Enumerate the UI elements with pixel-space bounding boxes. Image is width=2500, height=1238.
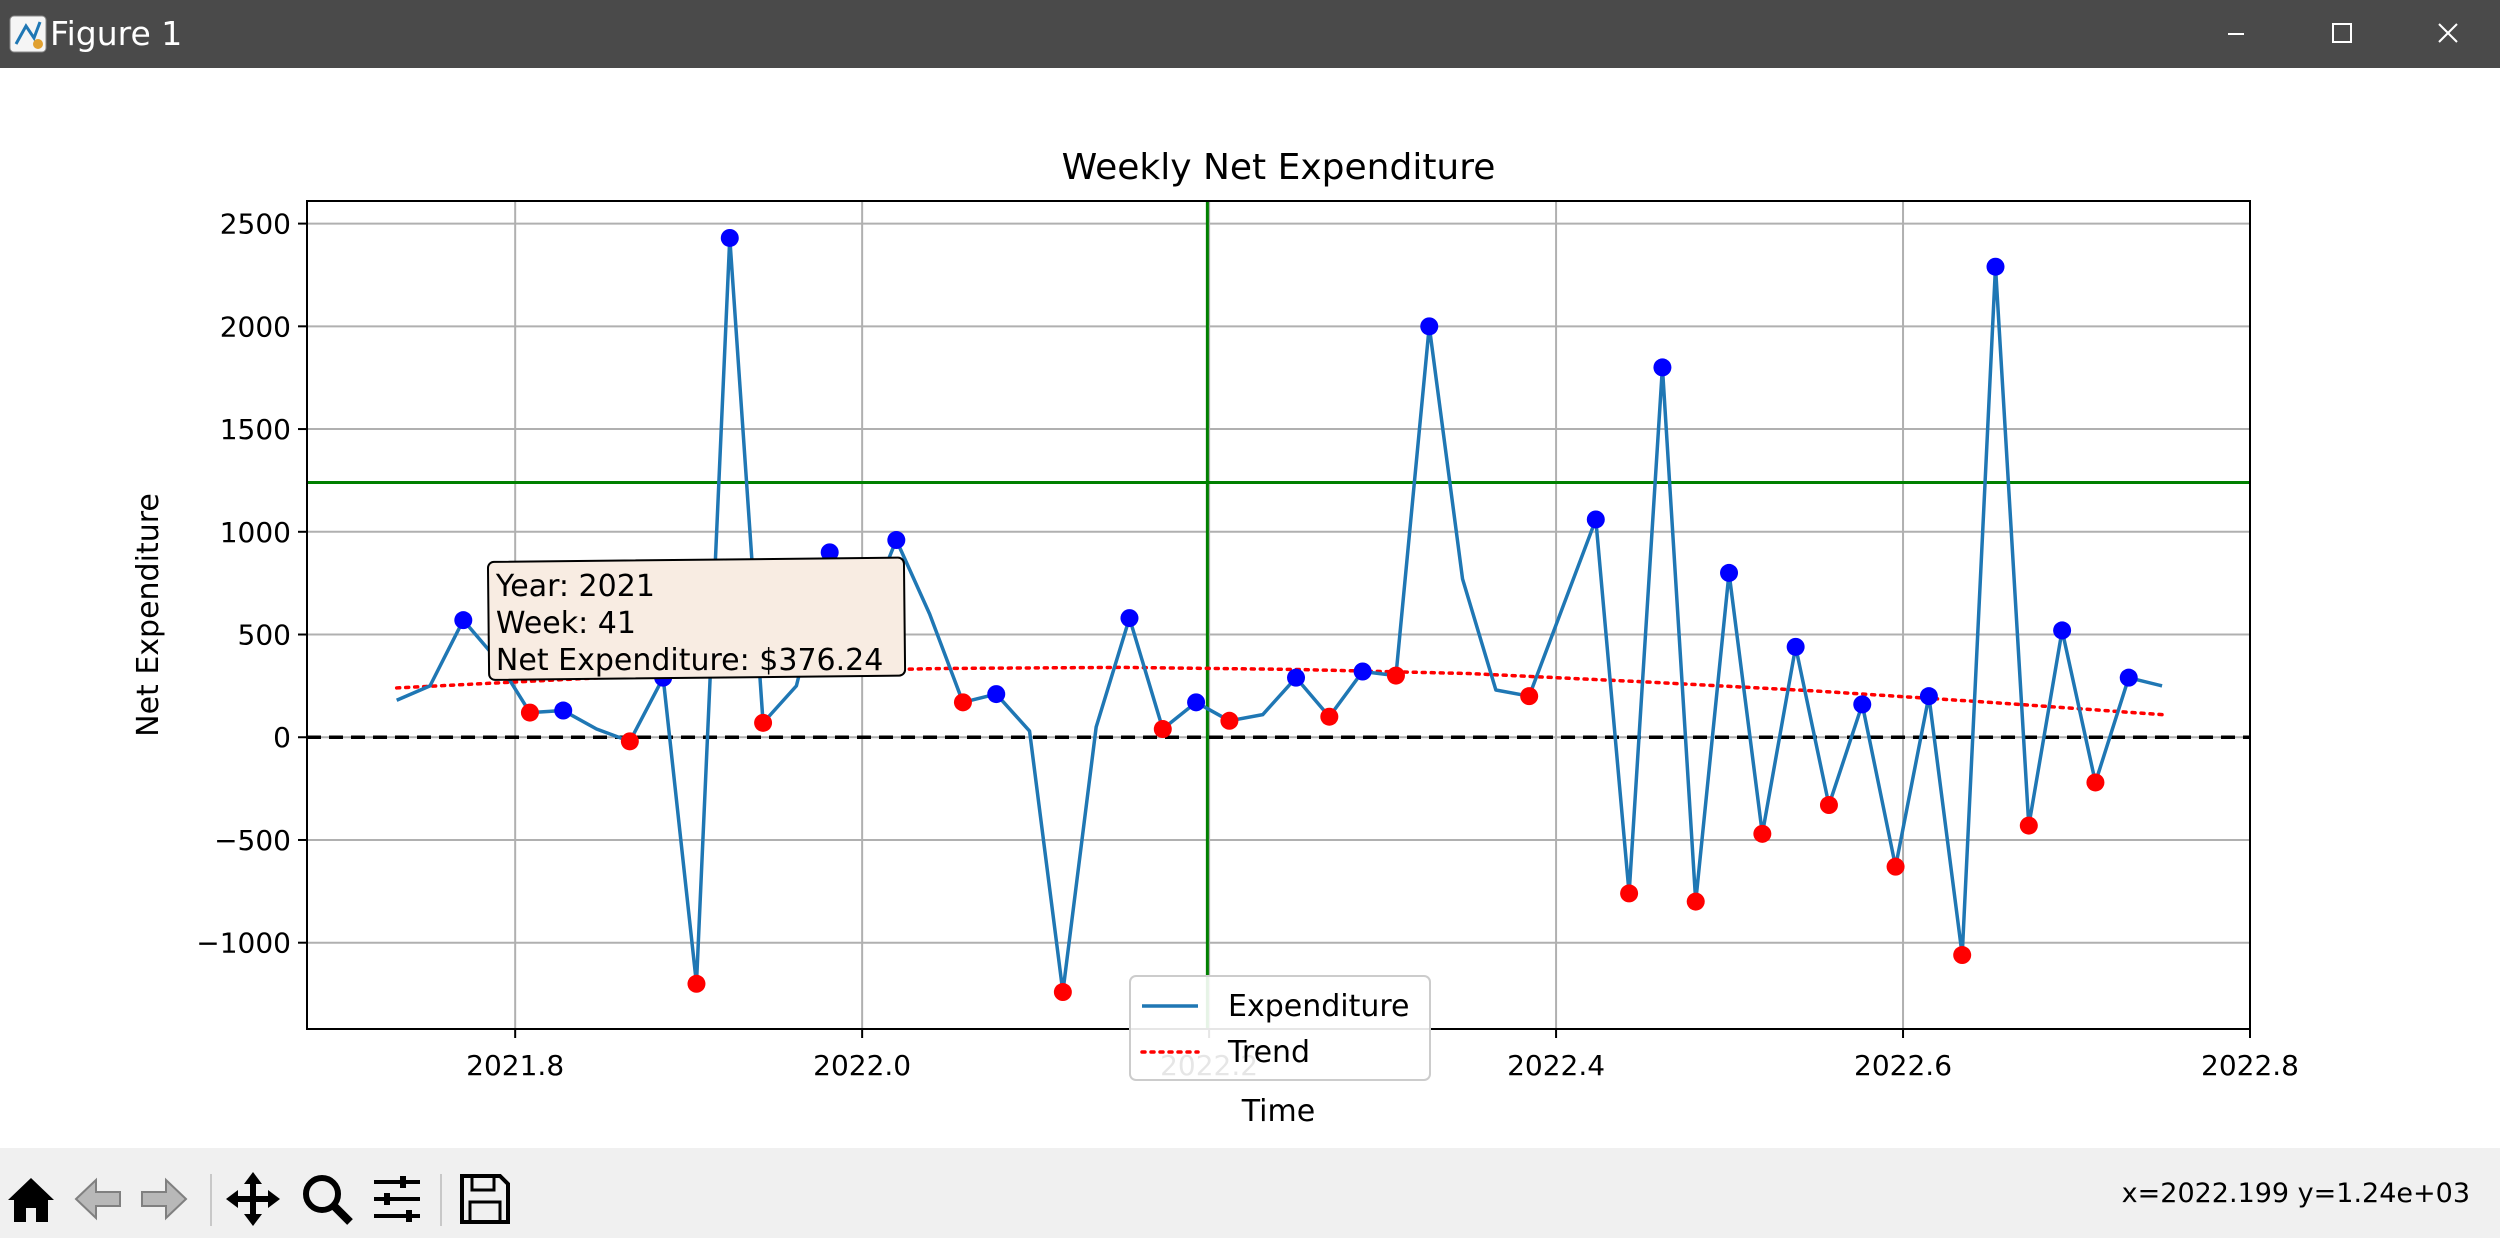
peak-point <box>820 543 839 562</box>
pan-move-icon[interactable] <box>222 1168 284 1230</box>
peak-point <box>1853 695 1872 714</box>
trough-point <box>620 732 639 751</box>
peak-point <box>887 531 906 550</box>
legend: Expenditure Trend <box>1129 975 1431 1081</box>
trough-point <box>1153 720 1172 739</box>
toolbar-separator <box>210 1174 212 1226</box>
x-tick-label: 2022.8 <box>2201 1049 2299 1082</box>
y-tick-label: 2500 <box>220 208 291 241</box>
legend-expenditure-label: Expenditure <box>1228 989 1410 1024</box>
trough-point <box>520 703 539 722</box>
trough-point <box>1320 707 1339 726</box>
peak-point <box>1187 693 1206 712</box>
trough-point <box>2019 816 2038 835</box>
trough-point <box>1819 796 1838 815</box>
y-tick-label: −1000 <box>196 927 291 960</box>
toolbar-separator <box>440 1174 442 1226</box>
legend-box <box>1129 975 1431 1081</box>
home-icon[interactable] <box>0 1168 62 1230</box>
y-tick-label: 1000 <box>220 516 291 549</box>
y-axis-label: Net Expenditure <box>131 493 166 737</box>
legend-trend-label: Trend <box>1227 1035 1310 1070</box>
trough-point <box>1620 884 1639 903</box>
peak-point <box>1120 609 1139 628</box>
navigation-toolbar: x=2022.199 y=1.24e+03 <box>0 1148 2500 1238</box>
y-tick-label: 1500 <box>220 413 291 446</box>
figure-canvas[interactable]: 2021.82022.02022.22022.42022.62022.82500… <box>0 68 2500 1148</box>
window-titlebar: Figure 1 <box>0 0 2500 68</box>
tooltip-box <box>486 556 907 681</box>
back-arrow-icon[interactable] <box>66 1168 128 1230</box>
y-tick-label: 0 <box>273 721 291 754</box>
maximize-icon <box>2332 23 2352 43</box>
peak-point <box>1786 637 1805 656</box>
minimize-button[interactable] <box>2184 0 2288 68</box>
x-tick-label: 2022.6 <box>1854 1049 1952 1082</box>
peak-point <box>1653 358 1672 377</box>
peak-point <box>1919 687 1938 706</box>
trough-point <box>1520 687 1539 706</box>
close-icon <box>2438 23 2458 43</box>
peak-point <box>1353 662 1372 681</box>
y-tick-label: 2000 <box>220 310 291 343</box>
zoom-magnifier-icon[interactable] <box>296 1168 358 1230</box>
minimize-icon <box>2228 33 2244 35</box>
x-tick-label: 2022.0 <box>813 1049 911 1082</box>
save-disk-icon[interactable] <box>454 1168 516 1230</box>
trough-point <box>1953 946 1972 965</box>
expenditure-series-line <box>395 236 2163 994</box>
peak-point <box>1420 317 1439 336</box>
chart-title: Weekly Net Expenditure <box>1062 147 1496 188</box>
y-tick-label: 500 <box>238 619 291 652</box>
peak-point <box>2053 621 2072 640</box>
maximize-button[interactable] <box>2290 0 2394 68</box>
peak-point <box>1720 563 1739 582</box>
chart-svg[interactable]: 2021.82022.02022.22022.42022.62022.82500… <box>0 68 2500 1148</box>
close-button[interactable] <box>2396 0 2500 68</box>
x-tick-label: 2022.4 <box>1507 1049 1605 1082</box>
forward-arrow-icon[interactable] <box>134 1168 196 1230</box>
peak-point <box>1287 668 1306 687</box>
figure-app-icon <box>9 15 47 53</box>
x-axis-label: Time <box>1241 1094 1315 1129</box>
tooltip-line: Year: 2021 <box>495 569 655 604</box>
configure-subplots-icon[interactable] <box>366 1168 428 1230</box>
marker-layer <box>454 228 2138 1002</box>
cursor-coordinates: x=2022.199 y=1.24e+03 <box>2121 1178 2470 1209</box>
peak-point <box>720 228 739 247</box>
trough-point <box>687 974 706 993</box>
x-tick-label: 2021.8 <box>466 1049 564 1082</box>
peak-point <box>554 701 573 720</box>
tooltip-line: Net Expenditure: $376.24 <box>496 643 883 678</box>
tooltip-line: Week: 41 <box>496 606 636 641</box>
trough-point <box>2086 773 2105 792</box>
trough-point <box>1886 857 1905 876</box>
trough-point <box>1053 983 1072 1002</box>
trough-point <box>953 693 972 712</box>
trough-point <box>1686 892 1705 911</box>
trough-point <box>1753 824 1772 843</box>
peak-point <box>2119 668 2138 687</box>
trough-point <box>1220 711 1239 730</box>
peak-point <box>987 685 1006 704</box>
peak-point <box>1986 257 2005 276</box>
trough-point <box>1386 666 1405 685</box>
peak-point <box>454 611 473 630</box>
reference-lines <box>307 201 2250 1029</box>
window-title: Figure 1 <box>50 14 183 53</box>
peak-point <box>1586 510 1605 529</box>
y-tick-label: −500 <box>214 824 291 857</box>
trough-point <box>754 713 773 732</box>
